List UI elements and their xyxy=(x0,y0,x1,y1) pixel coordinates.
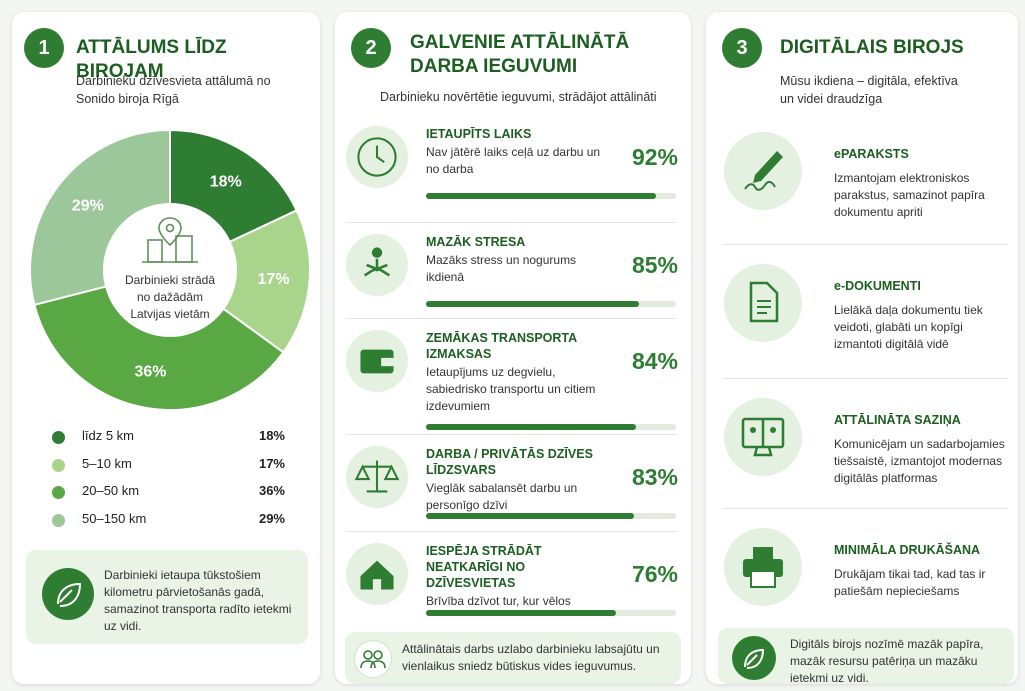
separator xyxy=(724,508,1008,509)
progress-bar xyxy=(426,513,634,519)
separator xyxy=(724,378,1008,379)
benefit-text: Brīvība dzīvot tur, kur vēlos xyxy=(426,594,571,608)
digital-title: ePARAKSTS xyxy=(834,147,909,161)
benefit-icon xyxy=(346,126,408,188)
benefit-value: 84% xyxy=(631,348,678,374)
benefit-title: ZEMĀKAS TRANSPORTA IZMAKSAS xyxy=(426,331,577,361)
benefit-text: Ietaupījums uz degvielu, sabiedrisko tra… xyxy=(426,365,596,413)
separator xyxy=(724,244,1008,245)
benefit-value: 83% xyxy=(631,464,678,490)
subtitle: Darbinieku dzīvesvieta attālumā no Sonid… xyxy=(76,74,271,106)
benefit-icon xyxy=(346,330,408,392)
legend-swatch xyxy=(52,486,65,499)
benefit-text: Vieglāk sabalansēt darbu un personīgo dz… xyxy=(426,481,578,512)
legend-label: 20–50 km xyxy=(82,483,140,498)
badge: 3 xyxy=(722,28,762,68)
note-text: Darbinieki ietaupa tūkstošiem kilometru … xyxy=(104,568,292,633)
leaf-icon xyxy=(732,636,776,680)
legend-value: 29% xyxy=(258,510,285,526)
benefit-value: 85% xyxy=(631,252,678,278)
badge: 1 xyxy=(24,28,64,68)
note-box xyxy=(345,632,681,684)
digital-title: e-DOKUMENTI xyxy=(834,279,921,293)
legend-swatch xyxy=(52,513,65,527)
digital-text: Izmantojam elektroniskos parakstus, sama… xyxy=(834,171,985,219)
title: GALVENIE ATTĀLINĀTĀ DARBA IEGUVUMI xyxy=(410,32,630,77)
legend-value: 36% xyxy=(258,483,285,498)
donut-center-text: Darbinieki strādā no dažādām Latvijas vi… xyxy=(124,273,216,321)
separator xyxy=(346,318,676,319)
progress-bar xyxy=(426,193,656,199)
note-text: Attālinātais darbs uzlabo darbinieku lab… xyxy=(402,642,660,673)
legend-swatch xyxy=(52,458,65,472)
slice-label: 29% xyxy=(72,197,104,214)
subtitle: Mūsu ikdiena – digitāla, efektīva un vid… xyxy=(780,74,958,106)
separator xyxy=(346,222,676,223)
leaf-icon xyxy=(42,568,94,620)
digital-text: Lielākā daļa dokumentu tiek veidoti, gla… xyxy=(834,303,983,351)
slice-label: 17% xyxy=(258,271,290,288)
digital-text: Komunicējam un sadarbojamies tiešsaistē,… xyxy=(834,437,1005,485)
title: ATTĀLUMS LĪDZ BIROJAM xyxy=(76,37,227,82)
location-icon xyxy=(142,217,198,263)
benefit-title: MAZĀK STRESA xyxy=(426,235,526,249)
benefit-text: Mazāks stress un nogurums ikdienā xyxy=(426,253,577,284)
benefit-icon xyxy=(346,543,408,605)
separator xyxy=(346,531,676,532)
progress-bar xyxy=(426,301,639,307)
benefit-value: 76% xyxy=(631,561,678,587)
title: DIGITĀLAIS BIROJS xyxy=(780,37,964,58)
digital-title: ATTĀLINĀTA SAZIŅA xyxy=(834,413,961,427)
legend-label: 5–10 km xyxy=(82,455,132,471)
legend-label: 50–150 km xyxy=(82,510,147,526)
legend-label: līdz 5 km xyxy=(82,428,135,443)
separator xyxy=(346,434,676,435)
digital-title: MINIMĀLA DRUKĀŠANA xyxy=(834,543,981,557)
benefit-title: IETAUPĪTS LAIKS xyxy=(426,127,532,141)
benefit-icon xyxy=(346,446,408,508)
benefit-value: 92% xyxy=(631,144,678,170)
slice-label: 18% xyxy=(210,173,242,190)
donut-hole xyxy=(104,204,236,336)
legend-value: 18% xyxy=(258,428,285,443)
slice-label: 36% xyxy=(134,363,166,380)
benefit-title: DARBA / PRIVĀTĀS DZĪVES LĪDZSVARS xyxy=(426,447,593,477)
legend-value: 17% xyxy=(258,455,285,471)
digital-icon xyxy=(724,264,802,342)
digital-icon xyxy=(724,132,802,210)
donut-chart: 18% 17% 36% 29% xyxy=(29,128,311,411)
digital-icon xyxy=(724,398,802,476)
benefit-text: Nav jātērē laiks ceļā uz darbu un no dar… xyxy=(426,145,601,176)
subtitle: Darbinieku novērtētie ieguvumi, strādājo… xyxy=(380,90,657,104)
badge: 2 xyxy=(351,28,391,68)
progress-bar xyxy=(426,610,616,616)
progress-bar xyxy=(426,424,636,430)
digital-icon xyxy=(724,528,802,606)
people-icon xyxy=(354,640,392,678)
legend-swatch xyxy=(52,431,65,444)
digital-text: Drukājam tikai tad, kad tas ir patiešām … xyxy=(834,567,986,598)
benefit-icon xyxy=(346,234,408,296)
note-text: Digitāls birojs nozīmē mazāk papīra, maz… xyxy=(790,637,984,685)
benefit-title: IESPĒJA STRĀDĀT NEATKARĪGI NO DZĪVESVIET… xyxy=(426,544,542,590)
